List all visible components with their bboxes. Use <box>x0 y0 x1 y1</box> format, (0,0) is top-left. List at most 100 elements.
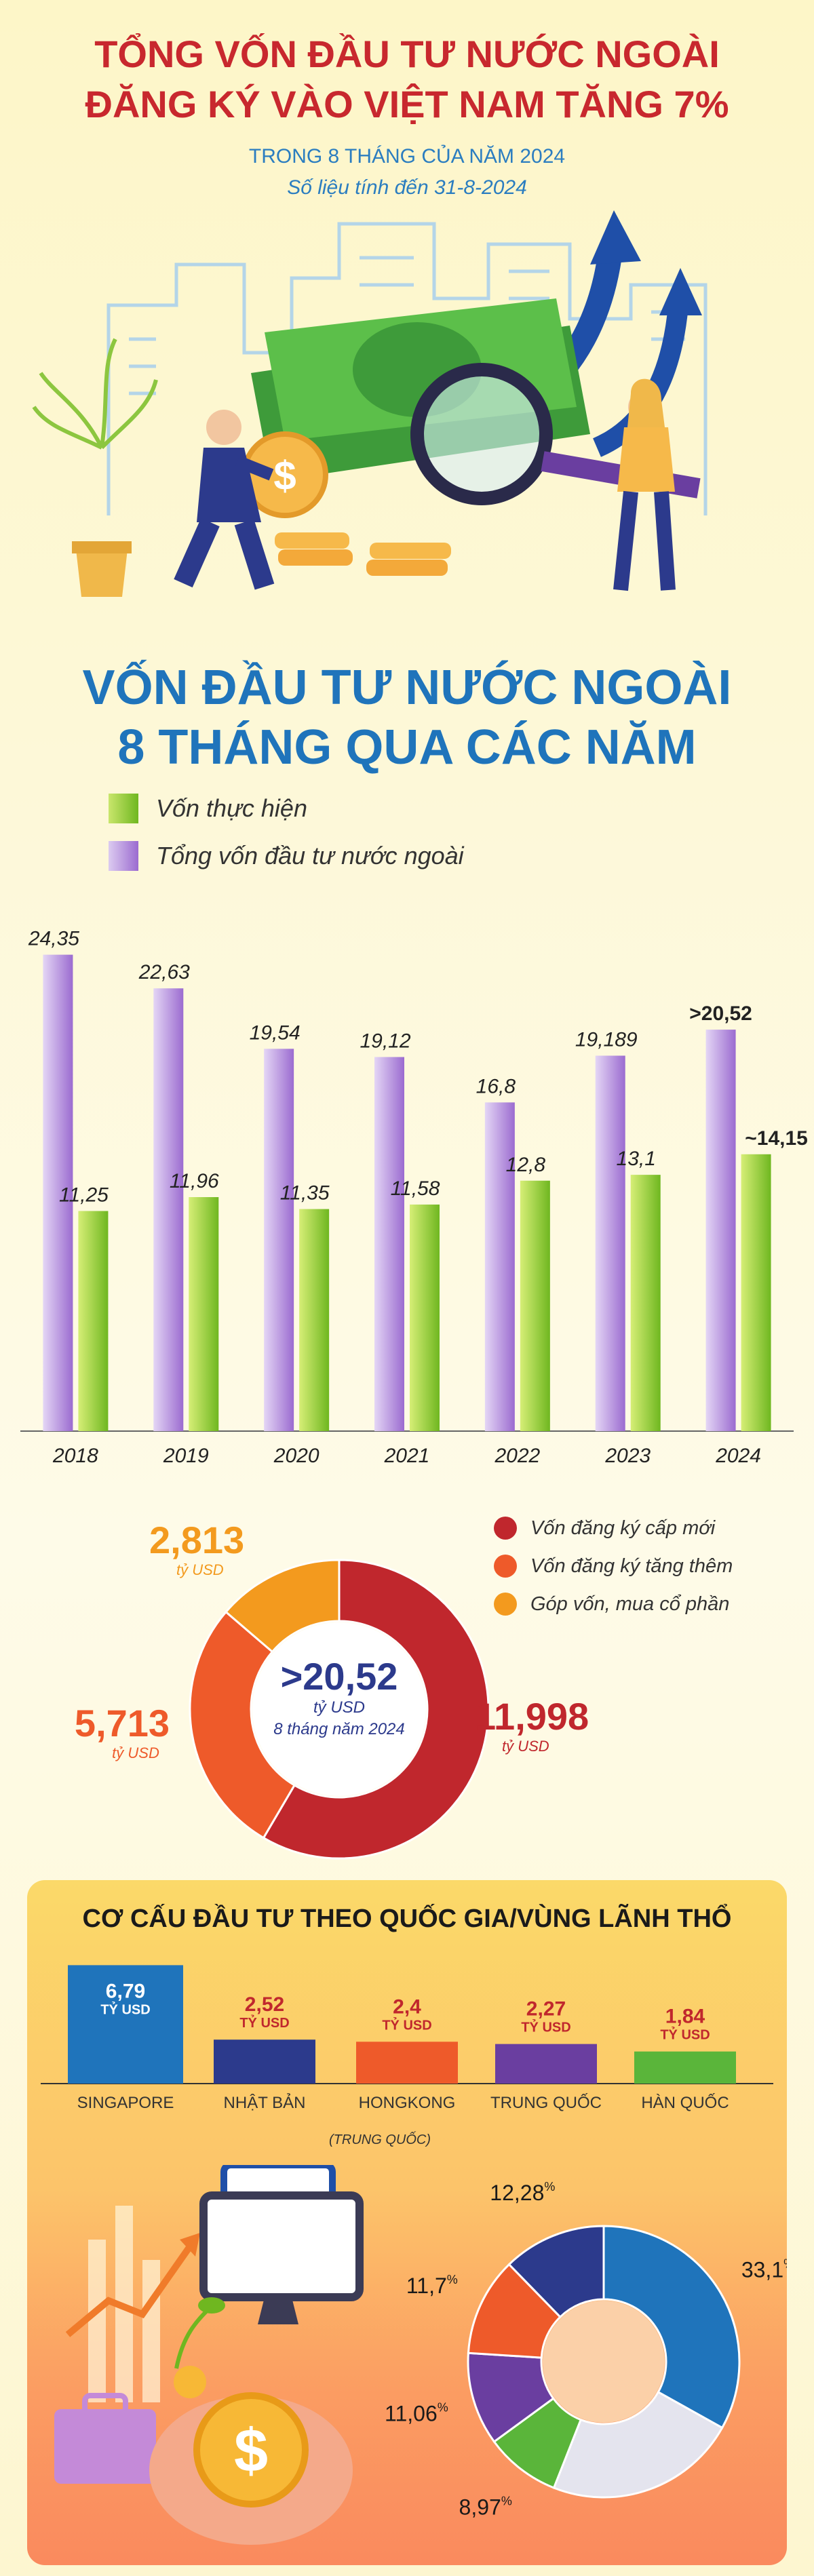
country-donut-hole <box>543 2301 665 2423</box>
country-name-label: TRUNG QUỐC <box>490 2093 602 2112</box>
date-note: Số liệu tính đến 31-8-2024 <box>287 176 527 199</box>
bar-section-title-line1: VỐN ĐẦU TƯ NƯỚC NGOÀI <box>82 661 732 715</box>
total-bar <box>153 988 184 1431</box>
percent-sign: % <box>783 2257 787 2270</box>
donut-value: 5,713 <box>74 1702 170 1744</box>
donut-legend-item: Vốn đăng ký tăng thêm <box>494 1555 733 1578</box>
donut-legend-dot <box>494 1555 517 1578</box>
donut-segment <box>224 1559 341 1654</box>
percent-sign: % <box>501 2495 512 2508</box>
country-value-label: 6,79 <box>106 1980 145 2002</box>
year-tick-label: 2019 <box>163 1445 209 1467</box>
country-share-donut: 33,1% 8,97% 11,06% 11,7% 12,28% <box>385 2180 787 2520</box>
country-bar <box>214 2040 315 2084</box>
country-bar <box>495 2044 597 2084</box>
donut-legend-dot <box>494 1517 517 1540</box>
realized-bar <box>410 1204 440 1431</box>
donut-legend-label: Góp vốn, mua cổ phần <box>530 1593 730 1615</box>
total-bar <box>374 1057 404 1431</box>
country-name-label: HONGKONG <box>359 2094 456 2112</box>
country-share-label: 33,1% <box>741 2257 787 2282</box>
donut-legend: Vốn đăng ký cấp mới Vốn đăng ký tăng thê… <box>494 1517 733 1616</box>
country-value-label: 2,4 <box>393 1995 421 2018</box>
year-tick-label: 2021 <box>384 1445 430 1467</box>
legend-swatch-realized <box>109 794 138 823</box>
realized-bar <box>520 1180 550 1431</box>
country-unit-label: TỶ USD <box>660 2027 710 2043</box>
businessman-illustration <box>174 410 275 590</box>
realized-value-label: 11,35 <box>280 1182 330 1205</box>
country-bar <box>634 2051 736 2084</box>
monitor-illustration <box>199 2165 364 2324</box>
total-value-label: 19,12 <box>360 1030 410 1052</box>
country-structure-card: CƠ CẤU ĐẦU TƯ THEO QUỐC GIA/VÙNG LÃNH TH… <box>27 1880 787 2565</box>
country-share-label: 12,28% <box>490 2180 555 2205</box>
legend-label-realized: Vốn thực hiện <box>156 794 307 822</box>
percent-sign: % <box>544 2180 555 2193</box>
realized-value-label: 11,25 <box>59 1184 109 1206</box>
realized-value-label: ~14,15 <box>745 1127 808 1150</box>
realized-bar <box>630 1175 661 1431</box>
total-value-label: 16,8 <box>476 1075 516 1097</box>
country-unit-label: TỶ USD <box>239 2015 289 2031</box>
year-tick-label: 2020 <box>273 1445 319 1467</box>
donut-value: 2,813 <box>149 1519 245 1561</box>
country-value-label: 2,27 <box>526 1998 566 2021</box>
total-bar <box>595 1055 625 1431</box>
realized-value-label: 11,58 <box>391 1177 440 1200</box>
country-share-label: 11,7% <box>406 2273 458 2298</box>
capital-structure-donut <box>189 1559 490 1860</box>
donut-legend-label: Vốn đăng ký tăng thêm <box>530 1555 733 1577</box>
donut-center-caption: 8 tháng năm 2024 <box>273 1720 405 1738</box>
total-value-label: 24,35 <box>28 928 79 950</box>
legend-swatch-total <box>109 841 138 871</box>
donut-unit: tỷ USD <box>112 1744 159 1761</box>
realized-value-label: 12,8 <box>506 1154 546 1176</box>
bar-section-title-line2: 8 THÁNG QUA CÁC NĂM <box>117 720 697 775</box>
donut-legend-label: Vốn đăng ký cấp mới <box>530 1517 716 1539</box>
donut-center-value: >20,52 <box>280 1655 398 1698</box>
country-card-title: CƠ CẤU ĐẦU TƯ THEO QUỐC GIA/VÙNG LÃNH TH… <box>82 1905 732 1933</box>
svg-text:$: $ <box>234 2417 268 2485</box>
country-unit-label: TỶ USD <box>521 2020 570 2035</box>
legend-label-total: Tổng vốn đầu tư nước ngoài <box>156 842 464 870</box>
subtitle: TRONG 8 THÁNG CỦA NĂM 2024 <box>248 145 566 168</box>
country-unit-label: TỶ USD <box>100 2002 150 2017</box>
percent-sign: % <box>447 2273 458 2286</box>
donut-value-label: 5,713 tỷ USD <box>54 1702 190 1762</box>
donut-hole <box>252 1622 426 1796</box>
plant-pot-illustration <box>32 338 158 597</box>
donut-unit: tỷ USD <box>502 1738 549 1755</box>
businesswoman-illustration <box>613 378 676 591</box>
country-unit-label: TỶ USD <box>382 2017 431 2033</box>
main-title-line1: TỔNG VỐN ĐẦU TƯ NƯỚC NGOÀI <box>94 33 720 75</box>
main-title-line2: ĐĂNG KÝ VÀO VIỆT NAM TĂNG 7% <box>85 83 729 125</box>
year-tick-label: 2018 <box>52 1445 98 1467</box>
country-name-label: HÀN QUỐC <box>641 2093 729 2112</box>
country-bar <box>356 2042 458 2084</box>
investment-illustration: $ <box>54 2165 364 2545</box>
coins-illustration: $ <box>241 431 451 576</box>
hongkong-sublabel: (TRUNG QUỐC) <box>329 2132 431 2147</box>
country-bar <box>68 1965 183 2084</box>
realized-bar <box>741 1154 771 1431</box>
donut-value-label: 2,813 tỷ USD <box>149 1519 285 1579</box>
money-plant-illustration <box>174 2297 225 2398</box>
year-tick-label: 2022 <box>494 1445 540 1467</box>
donut-legend-dot <box>494 1593 517 1616</box>
country-value-label: 1,84 <box>665 2006 705 2028</box>
total-value-label: 22,63 <box>138 961 190 983</box>
total-bar <box>705 1030 736 1431</box>
total-value-label: 19,54 <box>250 1021 301 1044</box>
legend-total: Tổng vốn đầu tư nước ngoài <box>109 841 464 871</box>
bar-chart-by-year: 24,35 11,25 2018 22,63 11,96 2019 19,54 11,35 20… <box>20 928 808 1467</box>
donut-value: 11,998 <box>475 1695 589 1738</box>
total-bar <box>484 1102 515 1431</box>
donut-legend-item: Góp vốn, mua cổ phần <box>494 1593 733 1616</box>
country-donut-segment <box>507 2225 605 2319</box>
donut-center-unit: tỷ USD <box>313 1698 365 1717</box>
percent-sign: % <box>438 2400 448 2414</box>
country-share-label: 8,97% <box>459 2495 512 2520</box>
donut-center: >20,52 tỷ USD 8 tháng năm 2024 <box>251 1655 427 1739</box>
